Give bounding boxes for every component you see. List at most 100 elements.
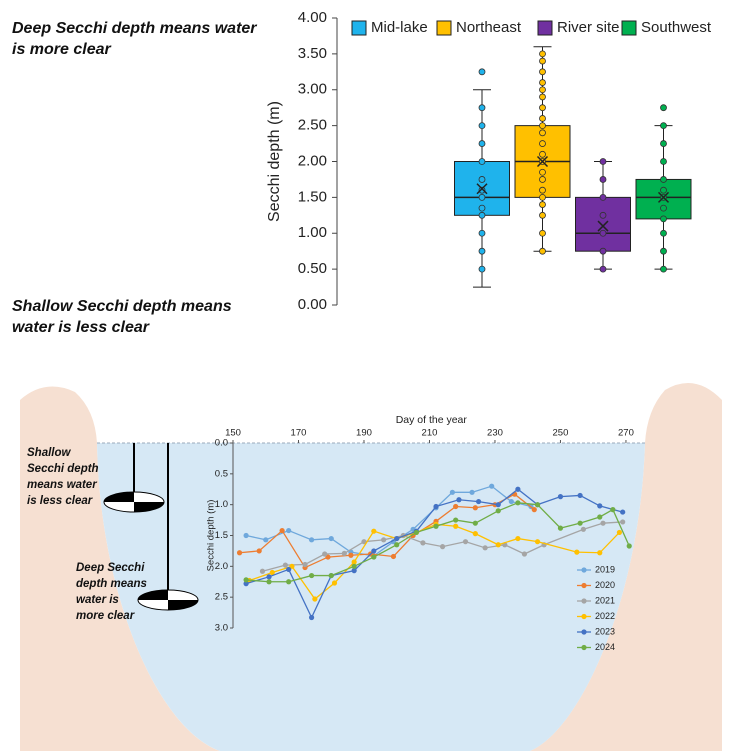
point	[478, 186, 486, 194]
mean-marker	[536, 155, 549, 168]
point	[475, 498, 482, 505]
point	[469, 489, 475, 495]
point	[266, 579, 272, 585]
y-tick-label: 3.0	[215, 623, 228, 634]
y-tick-label: 1.0	[215, 499, 228, 510]
point	[539, 150, 546, 158]
point	[269, 569, 275, 576]
point	[361, 539, 367, 545]
point	[478, 104, 486, 112]
point	[243, 532, 249, 539]
point	[599, 211, 607, 219]
point	[453, 503, 459, 510]
point	[478, 211, 486, 219]
annotation: Shallow Secchi depth means water is less…	[27, 447, 99, 507]
point	[610, 507, 616, 513]
legend-label: River site	[557, 19, 620, 36]
point	[371, 548, 377, 554]
point	[495, 508, 501, 514]
point	[456, 497, 462, 503]
point	[534, 539, 541, 545]
point	[351, 568, 357, 574]
point	[557, 525, 564, 531]
point	[557, 494, 564, 500]
legend-label: 2024	[595, 642, 615, 652]
point	[390, 553, 397, 560]
y-tick-label: 2.0	[215, 561, 228, 572]
point	[539, 211, 546, 219]
point	[308, 537, 315, 543]
legend-label: 2023	[595, 626, 615, 636]
point	[626, 543, 632, 549]
secchi-disk-quadrant	[104, 492, 164, 512]
point	[660, 186, 667, 194]
point	[539, 186, 546, 194]
legend-label: 2021	[595, 595, 615, 605]
point	[341, 550, 347, 556]
y-tick-label: 3.00	[298, 81, 327, 98]
point	[312, 596, 318, 602]
mean-marker	[657, 191, 670, 203]
point	[433, 523, 439, 529]
point	[478, 158, 486, 165]
point	[539, 115, 546, 122]
legend-marker	[581, 629, 587, 635]
y-tick-label: 0.0	[215, 438, 228, 449]
lake-shore-right	[530, 382, 722, 751]
point	[495, 542, 501, 548]
point	[660, 215, 667, 223]
point	[577, 520, 583, 526]
point	[351, 559, 357, 565]
point	[534, 502, 541, 508]
point	[478, 122, 486, 130]
point	[394, 535, 400, 542]
point	[539, 201, 546, 208]
point	[328, 535, 334, 542]
legend-marker	[581, 613, 587, 620]
point	[620, 519, 626, 525]
x-tick-label: 250	[553, 428, 569, 439]
point	[259, 568, 266, 574]
point	[489, 483, 495, 489]
point	[478, 68, 486, 76]
point	[539, 129, 546, 137]
point	[539, 229, 546, 237]
point	[472, 520, 478, 526]
y-tick-label: 4.00	[298, 9, 327, 26]
lake-water	[97, 443, 645, 751]
legend-marker	[581, 644, 587, 651]
point	[478, 265, 486, 273]
point	[660, 247, 667, 255]
point	[539, 140, 546, 147]
point	[256, 548, 262, 554]
point	[453, 523, 459, 529]
point	[539, 68, 546, 76]
y-tick-label: 3.50	[298, 45, 327, 62]
point	[531, 507, 537, 513]
y-tick-label: 0.00	[298, 296, 327, 313]
point	[478, 140, 486, 147]
point	[660, 265, 667, 273]
point	[660, 204, 667, 212]
point	[539, 122, 546, 130]
point	[620, 509, 626, 515]
point	[539, 57, 546, 65]
point	[600, 520, 606, 526]
secchi-disk-quadrant	[138, 590, 198, 610]
box	[575, 196, 631, 252]
point	[279, 527, 285, 534]
legend-swatch	[537, 20, 553, 36]
point	[331, 580, 338, 586]
point	[515, 535, 521, 542]
point	[282, 562, 288, 568]
annotation: Deep Secchi depth means water is more cl…	[76, 562, 147, 622]
point	[599, 158, 607, 165]
point	[597, 550, 603, 556]
y-tick-label: 2.5	[215, 592, 228, 603]
point	[328, 572, 334, 579]
point	[472, 505, 478, 511]
x-tick-label: 210	[422, 428, 438, 439]
point	[597, 503, 603, 509]
point	[660, 104, 667, 112]
